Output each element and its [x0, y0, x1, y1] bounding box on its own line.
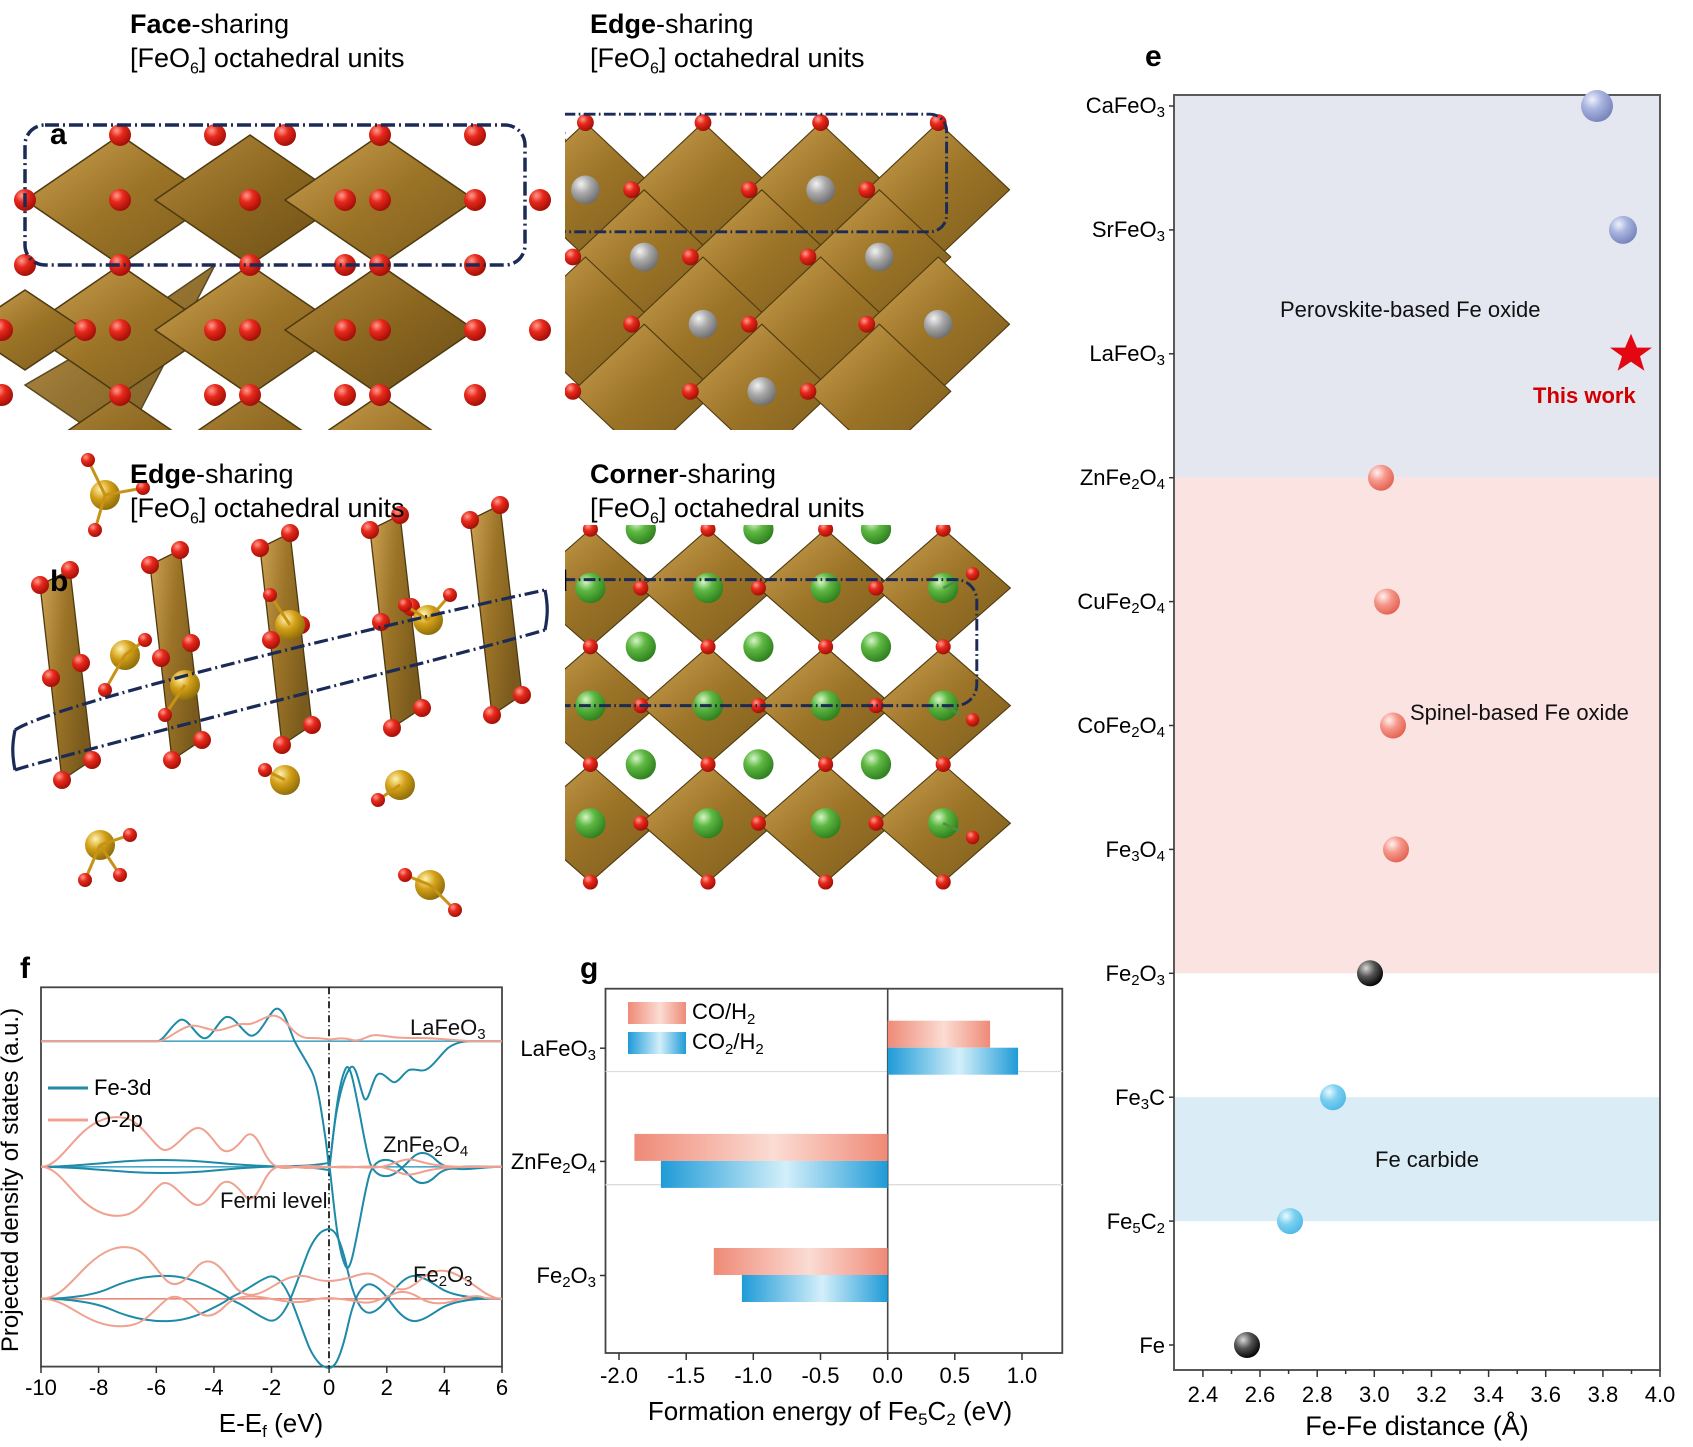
svg-text:Fe2O3: Fe2O3 [1106, 961, 1166, 989]
svg-text:SrFeO3: SrFeO3 [1092, 217, 1165, 245]
svg-text:0.0: 0.0 [872, 1363, 903, 1388]
svg-text:4.0: 4.0 [1645, 1382, 1676, 1407]
svg-text:2.8: 2.8 [1302, 1382, 1333, 1407]
svg-text:Fe-Fe distance (Å): Fe-Fe distance (Å) [1305, 1410, 1529, 1441]
svg-text:Fe-3d: Fe-3d [94, 1075, 151, 1100]
svg-text:Fe: Fe [1139, 1333, 1165, 1358]
svg-text:O-2p: O-2p [94, 1107, 143, 1132]
svg-text:ZnFe2O4: ZnFe2O4 [511, 1149, 596, 1177]
svg-text:-4: -4 [204, 1375, 224, 1400]
svg-text:-8: -8 [89, 1375, 109, 1400]
svg-text:Fermi level: Fermi level [220, 1188, 328, 1213]
svg-text:ZnFe2O4: ZnFe2O4 [383, 1132, 468, 1160]
svg-text:Fe5C2: Fe5C2 [1107, 1209, 1165, 1237]
svg-text:2: 2 [381, 1375, 393, 1400]
svg-text:E-Ef (eV): E-Ef (eV) [219, 1408, 323, 1441]
svg-text:LaFeO3: LaFeO3 [410, 1015, 486, 1043]
svg-text:-1.5: -1.5 [667, 1363, 705, 1388]
svg-text:2.4: 2.4 [1188, 1382, 1219, 1407]
svg-text:Fe3C: Fe3C [1115, 1085, 1165, 1113]
svg-text:LaFeO3: LaFeO3 [520, 1036, 596, 1064]
svg-text:-6: -6 [147, 1375, 167, 1400]
svg-text:Fe3O4: Fe3O4 [1106, 837, 1166, 865]
svg-text:CoFe2O4: CoFe2O4 [1077, 713, 1165, 741]
svg-text:-1.0: -1.0 [734, 1363, 772, 1388]
svg-text:3.0: 3.0 [1359, 1382, 1390, 1407]
svg-text:CO/H2: CO/H2 [692, 999, 755, 1028]
svg-text:3.4: 3.4 [1473, 1382, 1504, 1407]
svg-text:Spinel-based Fe oxide: Spinel-based Fe oxide [1410, 700, 1629, 725]
svg-text:0: 0 [323, 1375, 335, 1400]
svg-text:ZnFe2O4: ZnFe2O4 [1080, 465, 1165, 493]
svg-text:3.6: 3.6 [1530, 1382, 1561, 1407]
svg-text:LaFeO3: LaFeO3 [1089, 341, 1165, 369]
svg-text:0.5: 0.5 [940, 1363, 971, 1388]
svg-text:3.8: 3.8 [1588, 1382, 1619, 1407]
svg-text:4: 4 [438, 1375, 450, 1400]
svg-text:Perovskite-based Fe oxide: Perovskite-based Fe oxide [1280, 297, 1540, 322]
svg-text:CuFe2O4: CuFe2O4 [1077, 589, 1165, 617]
svg-text:-10: -10 [25, 1375, 57, 1400]
svg-text:This work: This work [1533, 383, 1636, 408]
svg-text:3.2: 3.2 [1416, 1382, 1447, 1407]
svg-text:Fe2O3: Fe2O3 [537, 1263, 597, 1291]
svg-text:2.6: 2.6 [1245, 1382, 1276, 1407]
svg-text:-2.0: -2.0 [600, 1363, 638, 1388]
svg-text:-2: -2 [262, 1375, 282, 1400]
svg-text:CaFeO3: CaFeO3 [1086, 93, 1165, 121]
svg-text:Projected density of states (a: Projected density of states (a.u.) [0, 1008, 24, 1352]
svg-text:-0.5: -0.5 [802, 1363, 840, 1388]
svg-text:Fe carbide: Fe carbide [1375, 1147, 1479, 1172]
svg-text:Formation energy of Fe5C2 (eV: Formation energy of Fe5C2 (eV) [648, 1396, 1012, 1429]
svg-text:1.0: 1.0 [1007, 1363, 1038, 1388]
